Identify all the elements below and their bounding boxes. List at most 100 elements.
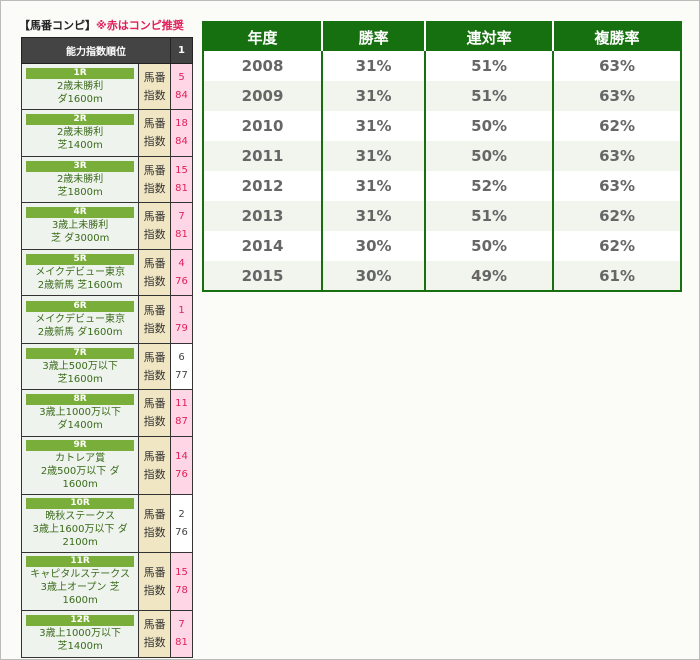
horse-number: 7: [178, 619, 185, 630]
stats-header: 勝率: [321, 22, 427, 51]
race-course: 2歳新馬 芝1600m: [37, 279, 123, 291]
stats-cell: 31%: [321, 201, 426, 231]
stats-cell: 52%: [424, 171, 554, 201]
index-value: 81: [175, 182, 188, 194]
race-cell: 6R メイクデビュー東京 2歳新馬 ダ1600m: [20, 295, 140, 344]
race-cell: 9R カトレア賞 2歳500万以下 ダ1600m: [20, 436, 140, 495]
stats-row: 2014 30% 50% 62%: [201, 231, 681, 261]
stats-cell: 61%: [552, 261, 681, 291]
stats-cell: 31%: [321, 171, 426, 201]
stats-cell: 31%: [321, 81, 426, 111]
horse-number: 4: [178, 257, 185, 269]
stats-row: 2009 31% 51% 63%: [201, 81, 681, 111]
horse-number: 1: [178, 304, 185, 316]
race-row: 11R キャピタルステークス 3歳上オープン 芝1600m 馬番指数 15 78: [20, 552, 193, 611]
horse-number: 18: [175, 118, 188, 129]
index-value: 84: [175, 136, 188, 147]
race-course: 3歳上1600万以下 ダ2100m: [32, 524, 128, 548]
race-number[interactable]: 6R: [26, 300, 135, 312]
race-number[interactable]: 11R: [26, 556, 135, 567]
label-horse-number: 馬番: [143, 70, 166, 84]
stats-cell: 2012: [201, 171, 323, 201]
stats-cell: 51%: [424, 81, 554, 111]
index-value: 79: [175, 322, 188, 334]
label-index: 指数: [143, 415, 166, 428]
race-number[interactable]: 10R: [26, 498, 135, 509]
label-horse-number: 馬番: [143, 507, 166, 521]
label-horse-number: 馬番: [143, 210, 166, 223]
race-name: カトレア賞: [55, 453, 106, 464]
value-cell: 18 84: [170, 109, 193, 157]
label-horse-number: 馬番: [143, 163, 166, 177]
race-number[interactable]: 8R: [26, 394, 135, 405]
race-cell: 10R 晩秋ステークス 3歳上1600万以下 ダ2100m: [20, 494, 140, 553]
label-cell: 馬番 指数: [138, 436, 172, 495]
value-cell: 4 76: [170, 249, 193, 296]
label-index: 指数: [143, 228, 166, 241]
race-name: キャピタルステークス: [30, 569, 130, 580]
race-cell: 1R 2歳未勝利 ダ1600m: [20, 63, 140, 110]
label-horse-number: 馬番: [143, 303, 166, 317]
race-number[interactable]: 12R: [26, 615, 135, 626]
stats-cell: 50%: [424, 141, 554, 171]
label-horse-number: 馬番: [143, 350, 166, 364]
stats-cell: 31%: [321, 51, 426, 81]
horse-number: 15: [175, 164, 188, 176]
label-index: 指数: [143, 368, 166, 382]
race-course: 2歳新馬 ダ1600m: [37, 326, 123, 338]
race-course: 芝1400m: [57, 641, 103, 652]
label-horse-number: 馬番: [143, 397, 166, 410]
value-cell: 1 79: [170, 295, 193, 344]
stats-row: 2010 31% 50% 62%: [201, 111, 681, 141]
race-number[interactable]: 2R: [26, 114, 135, 125]
label-index: 指数: [143, 467, 166, 481]
race-row: 2R 2歳未勝利 芝1400m 馬番 指数 18 84: [20, 109, 193, 157]
section-title: 【馬番コンピ】※赤はコンピ推奨: [19, 17, 184, 33]
race-course: 芝 ダ3000m: [50, 233, 110, 244]
label-index: 指数: [143, 321, 166, 335]
race-name: メイクデビュー東京: [35, 266, 126, 278]
title-note: ※赤はコンピ推奨: [96, 19, 184, 32]
horse-number: 15: [175, 566, 188, 578]
index-value: 76: [175, 275, 188, 287]
stats-cell: 50%: [424, 231, 554, 261]
stats-cell: 63%: [552, 171, 681, 201]
race-row: 9R カトレア賞 2歳500万以下 ダ1600m 馬番 指数 14 76: [20, 436, 193, 495]
race-cell: 12R 3歳上1000万以下 芝1400m: [20, 610, 140, 658]
race-name: 2歳未勝利: [56, 173, 104, 185]
index-value: 76: [175, 526, 188, 538]
stats-cell: 62%: [552, 111, 681, 141]
stats-cell: 63%: [552, 141, 681, 171]
index-value: 78: [175, 584, 188, 596]
race-row: 7R 3歳上500万以下 芝1600m 馬番 指数 6 77: [20, 343, 193, 390]
race-number[interactable]: 7R: [26, 347, 135, 359]
race-course: ダ1400m: [57, 420, 103, 431]
race-number[interactable]: 1R: [26, 67, 135, 79]
stats-cell: 2009: [201, 81, 323, 111]
race-number[interactable]: 3R: [26, 160, 135, 172]
race-row: 1R 2歳未勝利 ダ1600m 馬番 指数 5 84: [20, 63, 193, 110]
label-index: 指数: [143, 583, 166, 597]
race-name: 2歳未勝利: [56, 127, 104, 138]
label-horse-number: 馬番: [143, 449, 166, 463]
race-row: 10R 晩秋ステークス 3歳上1600万以下 ダ2100m 馬番 指数 2 76: [20, 494, 193, 553]
race-cell: 3R 2歳未勝利 芝1800m: [20, 156, 140, 203]
race-row: 8R 3歳上1000万以下 ダ1400m 馬番 指数 11 87: [20, 389, 193, 437]
race-course: 2歳500万以下 ダ1600m: [40, 466, 120, 490]
label-horse-number: 馬番: [143, 565, 166, 579]
race-number[interactable]: 4R: [26, 207, 135, 218]
race-name: 3歳上未勝利: [51, 220, 109, 231]
value-cell: 6 77: [170, 343, 193, 390]
race-cell: 5R メイクデビュー東京 2歳新馬 芝1600m: [20, 249, 140, 296]
race-number[interactable]: 9R: [26, 440, 135, 451]
race-name: メイクデビュー東京: [35, 313, 126, 325]
race-row: 4R 3歳上未勝利芝 ダ3000m 馬番 指数 7 81: [20, 202, 193, 250]
race-row: 3R 2歳未勝利 芝1800m 馬番 指数 15 81: [20, 156, 193, 203]
label-cell: 馬番 指数: [138, 343, 172, 390]
stats-cell: 2013: [201, 201, 323, 231]
label-index: 指数: [143, 274, 166, 288]
race-course: 3歳上オープン 芝1600m: [40, 582, 120, 606]
label-index: 指数: [143, 525, 166, 539]
race-number[interactable]: 5R: [26, 253, 135, 265]
stats-table: 年度 勝率 連対率 複勝率 2008 31% 51% 63% 2009 31% 51% 63% 201…: [201, 21, 682, 292]
